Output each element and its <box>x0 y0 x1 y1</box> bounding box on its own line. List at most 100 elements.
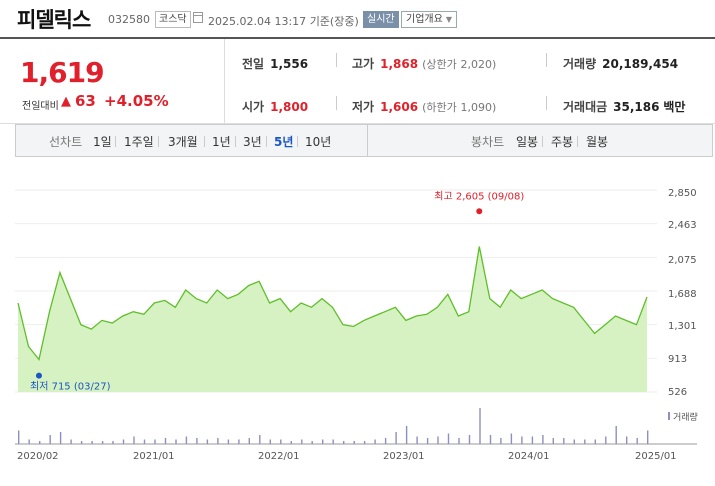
volume-bar <box>542 435 544 444</box>
low-annotation: 최저 715 (03/27) <box>30 381 111 393</box>
stock-code: 032580 <box>108 13 150 26</box>
volume-bar <box>49 435 51 444</box>
volume-bar <box>196 438 198 444</box>
volume-bar <box>18 430 20 444</box>
volume-bar <box>59 432 62 444</box>
tab-monthly[interactable]: 월봉 <box>586 135 609 149</box>
volume-bar <box>521 436 523 444</box>
tab-3m[interactable]: 3개월 <box>168 135 198 149</box>
volume-bar <box>343 441 345 444</box>
y-tick-label: 2,075 <box>668 255 697 266</box>
tab-1d[interactable]: 1일 <box>93 135 112 149</box>
volume-bar <box>301 439 303 444</box>
volume-bar <box>164 438 167 444</box>
volume-bar <box>363 441 366 444</box>
quote-datetime: 2025.02.04 13:17 기준(장중) <box>208 15 359 28</box>
volume-bar <box>489 435 492 444</box>
current-price-panel: 1,619 전일대비 ▲ 63 +4.05% <box>0 39 225 124</box>
day-high: 고가 1,868 (상한가 2,020) <box>352 57 497 71</box>
trade-amount: 거래대금 35,186 백만 <box>563 100 686 114</box>
y-tick-label: 1,688 <box>668 289 697 300</box>
change-label: 전일대비 <box>22 101 59 112</box>
volume-bar <box>259 435 261 444</box>
volume-bar <box>510 433 513 444</box>
volume-bar <box>374 439 376 444</box>
volume-bar <box>280 439 282 444</box>
volume-bar <box>584 439 586 444</box>
tab-5y[interactable]: 5년 <box>274 135 294 149</box>
volume-bar <box>447 433 450 444</box>
volume-bar <box>269 439 271 444</box>
price-chart[interactable]: 최고 2,605 (09/08) 최저 715 (03/27) <box>15 178 663 402</box>
line-chart-label: 선차트 <box>49 135 83 149</box>
volume-bar <box>143 439 146 444</box>
volume-bar <box>122 439 125 444</box>
volume-bar <box>636 438 638 444</box>
volume-bar <box>605 436 607 444</box>
chart-tab-bar: 선차트 1일 1주일 3개월 1년 3년 5년 10년 봉차트 일봉 주봉 월봉 <box>15 124 713 157</box>
volume-bar <box>437 436 439 444</box>
tab-3y[interactable]: 3년 <box>243 135 262 149</box>
tab-daily[interactable]: 일봉 <box>516 135 539 149</box>
low-marker <box>35 372 42 379</box>
stock-header: 피델릭스 032580 코스닥 2025.02.04 13:17 기준(장중) … <box>0 0 715 37</box>
calendar-icon <box>193 12 203 23</box>
high-annotation: 최고 2,605 (09/08) <box>434 190 524 202</box>
quote-summary: 1,619 전일대비 ▲ 63 +4.05% 전일 1,556 고가 1,868 (상… <box>0 37 715 124</box>
volume-bar <box>594 439 596 444</box>
tab-weekly[interactable]: 주봉 <box>551 135 574 149</box>
volume-bar <box>552 438 554 444</box>
volume-bar <box>416 436 418 444</box>
y-tick-label: 913 <box>668 354 688 365</box>
volume-bar <box>479 408 481 444</box>
up-arrow-icon: ▲ <box>61 94 71 109</box>
price-change-rate: +4.05% <box>104 92 169 110</box>
volume-bar <box>91 441 93 444</box>
volume-bar <box>647 430 649 444</box>
volume-bar <box>39 441 41 444</box>
volume-legend: 거래량 <box>668 410 698 423</box>
volume-chart <box>15 408 697 445</box>
current-price: 1,619 <box>20 56 105 89</box>
volume-bar <box>405 426 408 444</box>
volume-bar <box>426 438 429 444</box>
volume-bar <box>248 438 250 444</box>
volume-bar <box>290 441 292 444</box>
volume-bar <box>227 439 230 444</box>
corp-info-button[interactable]: 기업개요 ▼ <box>401 11 457 28</box>
y-tick-label: 1,301 <box>668 321 697 332</box>
candle-chart-label: 봉차트 <box>471 135 505 149</box>
volume: 거래량 20,189,454 <box>563 57 679 71</box>
tab-1y[interactable]: 1년 <box>212 135 231 149</box>
volume-bar <box>468 435 471 444</box>
volume-bar <box>311 441 313 444</box>
volume-bar <box>615 426 617 444</box>
x-tick-label: 2023/01 <box>383 451 425 462</box>
volume-bar <box>500 438 502 444</box>
volume-bar <box>112 441 114 444</box>
y-tick-label: 526 <box>668 387 688 398</box>
tab-10y[interactable]: 10년 <box>305 135 332 149</box>
tab-1w[interactable]: 1주일 <box>124 135 154 149</box>
volume-legend-swatch <box>668 412 670 420</box>
y-tick-label: 2,850 <box>668 188 697 199</box>
volume-bar <box>28 439 30 444</box>
volume-bar <box>531 436 534 444</box>
volume-bar <box>206 439 209 444</box>
volume-bar <box>332 439 334 444</box>
volume-bar <box>322 439 324 444</box>
volume-bar <box>80 441 83 444</box>
realtime-button[interactable]: 실시간 <box>363 11 399 28</box>
volume-bar <box>384 438 387 444</box>
price-line <box>17 246 648 361</box>
volume-bar <box>70 439 72 444</box>
volume-bar <box>154 439 156 444</box>
volume-bar <box>353 441 355 444</box>
x-tick-label: 2022/01 <box>258 451 300 462</box>
price-area <box>18 246 647 392</box>
volume-bar <box>573 439 575 444</box>
high-marker <box>476 208 483 215</box>
volume-bar <box>458 438 460 444</box>
volume-bar <box>217 438 219 444</box>
volume-bar <box>175 439 177 444</box>
